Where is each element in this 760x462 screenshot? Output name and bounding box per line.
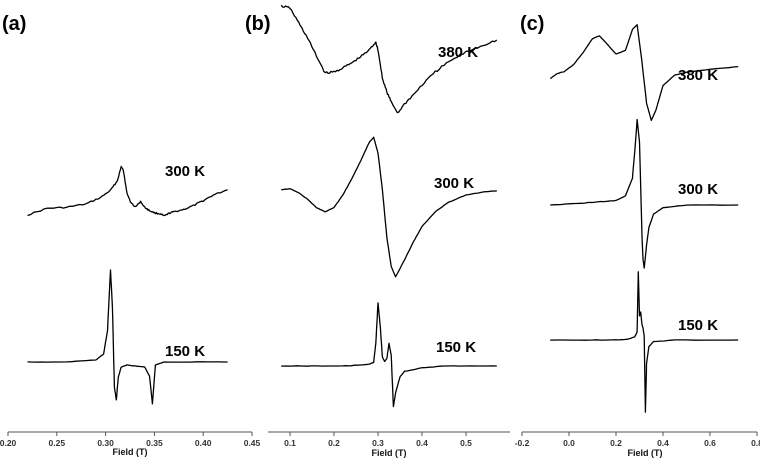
panel-b-label-150k: 150 K bbox=[436, 339, 476, 356]
panel-a-letter: (a) bbox=[2, 13, 26, 35]
panel-c-letter: (c) bbox=[520, 13, 544, 35]
panel-b-letter: (b) bbox=[245, 13, 271, 35]
panel-b-label-300k: 300 K bbox=[434, 175, 474, 192]
panel-b-label-380k: 380 K bbox=[438, 44, 478, 61]
panel-c-traces bbox=[549, 24, 739, 413]
panel-a-tick-label: 0.30 bbox=[97, 438, 114, 448]
panel-b-tick-label: 0.4 bbox=[416, 438, 428, 448]
panel-c-tick-label: 0.8 bbox=[751, 438, 760, 448]
panel-c-trace-150k bbox=[550, 271, 739, 413]
panel-c-tick-label: 0.6 bbox=[704, 438, 716, 448]
panel-a-tick-label: 0.40 bbox=[195, 438, 212, 448]
panel-c-trace-380k bbox=[549, 24, 739, 122]
panel-b-tick-label: 0.5 bbox=[460, 438, 472, 448]
panel-c-tick-label: 0.4 bbox=[657, 438, 669, 448]
panel-b-ticks: 0.1 0.2 0.3 0.4 0.5 bbox=[284, 432, 472, 448]
panel-c-label-380k: 380 K bbox=[678, 67, 718, 84]
panel-a-tick-label: 0.35 bbox=[146, 438, 163, 448]
panel-a-trace-150k bbox=[27, 269, 228, 405]
panel-c-tick-label: 0.2 bbox=[610, 438, 622, 448]
panel-b-tick-label: 0.3 bbox=[372, 438, 384, 448]
panel-b: (b) 380 K 300 K 150 K 0.1 0.2 0.3 0.4 0.5 Fi… bbox=[245, 4, 510, 458]
panel-a-traces bbox=[27, 165, 228, 405]
panel-b-traces bbox=[280, 4, 498, 408]
panel-a: (a) 300 K 150 K 0.20 0.25 0.30 0.35 0.40 0.45… bbox=[0, 13, 261, 457]
panel-c: (c) 380 K 300 K 150 K -0.2 0.0 0.2 0.4 0.6 0.… bbox=[515, 13, 760, 458]
panel-a-label-150k: 150 K bbox=[165, 343, 205, 360]
panel-a-ticks: 0.20 0.25 0.30 0.35 0.40 0.45 bbox=[0, 432, 261, 448]
panel-a-tick-label: 0.25 bbox=[49, 438, 66, 448]
panel-a-x-title: Field (T) bbox=[113, 447, 148, 457]
panel-c-x-title: Field (T) bbox=[628, 448, 663, 458]
panel-b-trace-150k bbox=[281, 302, 497, 408]
panel-c-tick-label: -0.2 bbox=[515, 438, 530, 448]
panel-a-tick-label: 0.20 bbox=[0, 438, 17, 448]
panel-b-trace-380k bbox=[280, 4, 498, 114]
panel-c-trace-300k bbox=[550, 118, 739, 269]
panel-c-tick-label: 0.0 bbox=[563, 438, 575, 448]
panel-a-tick-label: 0.45 bbox=[244, 438, 261, 448]
panel-c-ticks: -0.2 0.0 0.2 0.4 0.6 0.8 bbox=[515, 432, 760, 448]
panel-c-label-300k: 300 K bbox=[678, 181, 718, 198]
panel-b-x-title: Field (T) bbox=[372, 448, 407, 458]
panel-b-trace-300k bbox=[281, 136, 497, 278]
panel-b-tick-label: 0.1 bbox=[284, 438, 296, 448]
panel-a-label-300k: 300 K bbox=[165, 163, 205, 180]
panel-b-tick-label: 0.2 bbox=[328, 438, 340, 448]
panel-c-label-150k: 150 K bbox=[678, 317, 718, 334]
panel-a-trace-300k bbox=[27, 165, 228, 217]
